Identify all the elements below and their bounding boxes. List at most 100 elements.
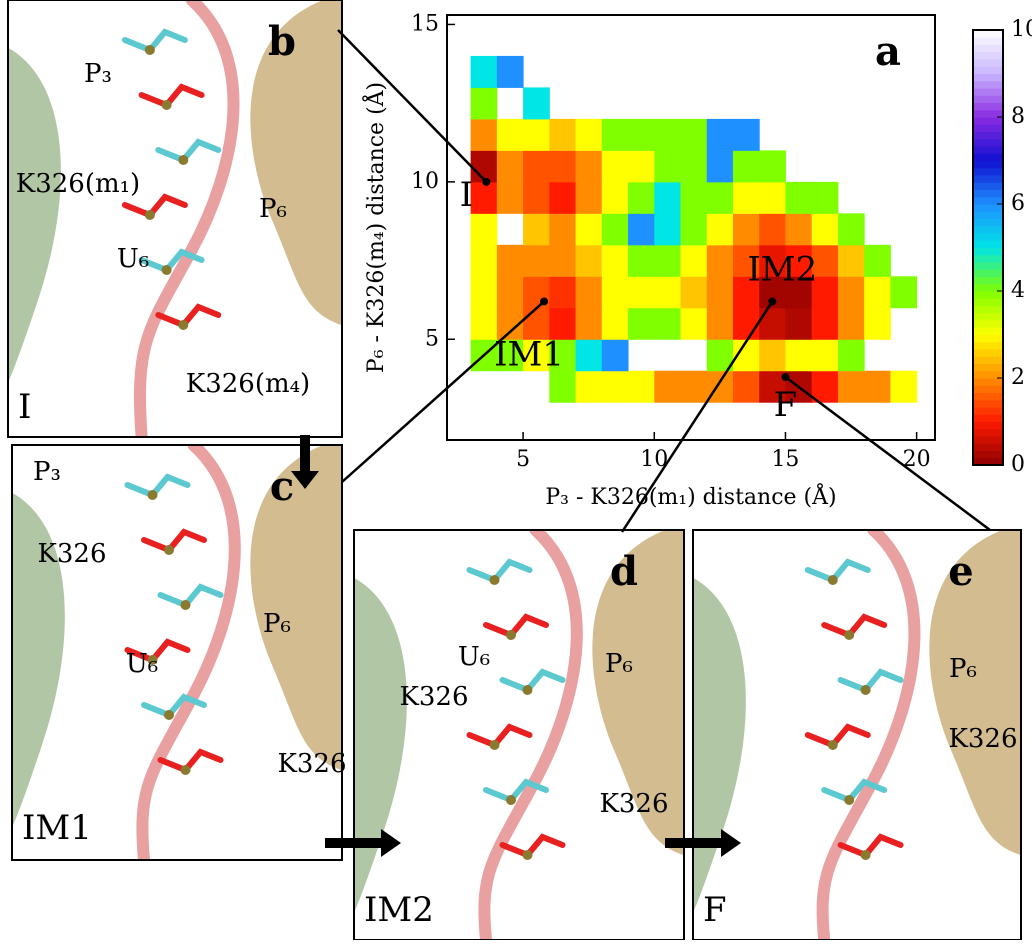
- residue-label: P₆: [605, 649, 633, 679]
- panel-letter: c: [270, 463, 294, 510]
- residue-label: K326: [37, 539, 106, 569]
- phosphate: [162, 100, 172, 110]
- colorbar-step: [973, 110, 1003, 118]
- colorbar-step: [973, 422, 1003, 430]
- heat-cell: [838, 213, 865, 245]
- colorbar-tick-label: 10: [1011, 17, 1032, 42]
- residue-label: P₃: [33, 457, 61, 487]
- phosphate: [162, 265, 172, 275]
- phosphate: [145, 210, 155, 220]
- colorbar-step: [973, 306, 1003, 314]
- state-point: [768, 297, 776, 305]
- colorbar-step: [973, 240, 1003, 248]
- colorbar-step: [973, 95, 1003, 103]
- heat-cell: [523, 182, 550, 214]
- heat-cell: [628, 276, 655, 308]
- heat-cell: [733, 182, 760, 214]
- colorbar-step: [973, 219, 1003, 227]
- heat-cell: [707, 308, 734, 340]
- heat-cell: [707, 245, 734, 277]
- phosphate: [844, 795, 854, 805]
- phosphate: [164, 545, 174, 555]
- heat-cell: [812, 182, 839, 214]
- phosphate: [861, 685, 871, 695]
- phosphate: [181, 600, 191, 610]
- phosphate: [828, 740, 838, 750]
- heat-cell: [838, 276, 865, 308]
- colorbar-step: [973, 190, 1003, 198]
- heat-cell: [497, 56, 524, 88]
- phosphate: [178, 155, 188, 165]
- y-tick-label: 10: [411, 169, 439, 194]
- heat-cell: [707, 119, 734, 151]
- colorbar-step: [973, 356, 1003, 364]
- colorbar-step: [973, 248, 1003, 256]
- heat-cell: [759, 339, 786, 371]
- colorbar-tick-label: 4: [1011, 278, 1025, 303]
- colorbar-step: [973, 37, 1003, 45]
- heat-cell: [471, 56, 498, 88]
- heat-cell: [628, 213, 655, 245]
- y-tick-label: 15: [411, 11, 439, 36]
- colorbar-tick-label: 8: [1011, 104, 1025, 129]
- colorbar-step: [973, 117, 1003, 125]
- state-name: F: [703, 890, 727, 930]
- heat-cell: [549, 371, 576, 403]
- heat-cell: [654, 182, 681, 214]
- heat-cell: [733, 371, 760, 403]
- heat-cell: [681, 245, 708, 277]
- heat-cell: [497, 119, 524, 151]
- colorbar-step: [973, 385, 1003, 393]
- colorbar-step: [973, 74, 1003, 82]
- heat-cell: [785, 182, 812, 214]
- phosphate: [523, 850, 533, 860]
- heat-cell: [471, 150, 498, 182]
- panel-letter: b: [268, 18, 296, 65]
- heat-cell: [549, 276, 576, 308]
- heat-cell: [497, 276, 524, 308]
- heat-cell: [864, 371, 891, 403]
- phosphate: [178, 320, 188, 330]
- state-label: IM1: [494, 334, 564, 374]
- x-axis-label: P₃ - K326(m₁) distance (Å): [545, 482, 836, 510]
- heat-cell: [681, 182, 708, 214]
- phosphate: [523, 685, 533, 695]
- heat-cell: [759, 150, 786, 182]
- phosphate: [828, 575, 838, 585]
- x-tick-label: 5: [516, 447, 530, 472]
- colorbar-step: [973, 81, 1003, 89]
- heat-cell: [733, 119, 760, 151]
- heat-cell: [707, 276, 734, 308]
- heat-cell: [759, 182, 786, 214]
- heat-cell: [838, 371, 865, 403]
- heat-cell: [707, 182, 734, 214]
- panel: [0, 435, 362, 860]
- colorbar-step: [973, 291, 1003, 299]
- colorbar-step: [973, 66, 1003, 74]
- heat-cell: [707, 213, 734, 245]
- colorbar-step: [973, 211, 1003, 219]
- residue-label: P₆: [949, 654, 977, 684]
- heat-cell: [602, 308, 629, 340]
- state-label: I: [460, 175, 473, 215]
- colorbar-step: [973, 327, 1003, 335]
- colorbar-step: [973, 298, 1003, 306]
- colorbar-step: [973, 175, 1003, 183]
- colorbar-step: [973, 364, 1003, 372]
- heat-cell: [812, 339, 839, 371]
- heat-cell: [654, 371, 681, 403]
- phosphate: [506, 630, 516, 640]
- colorbar-step: [973, 204, 1003, 212]
- heat-cell: [471, 245, 498, 277]
- heat-cell: [654, 150, 681, 182]
- heat-cell: [654, 119, 681, 151]
- colorbar-step: [973, 255, 1003, 263]
- colorbar-step: [973, 124, 1003, 132]
- heat-cell: [576, 371, 603, 403]
- heat-cell: [471, 276, 498, 308]
- heat-cell: [602, 182, 629, 214]
- colorbar-step: [973, 378, 1003, 386]
- heat-cell: [576, 245, 603, 277]
- residue-label: K326(m₁): [16, 169, 140, 199]
- residue-label: U₆: [126, 649, 158, 679]
